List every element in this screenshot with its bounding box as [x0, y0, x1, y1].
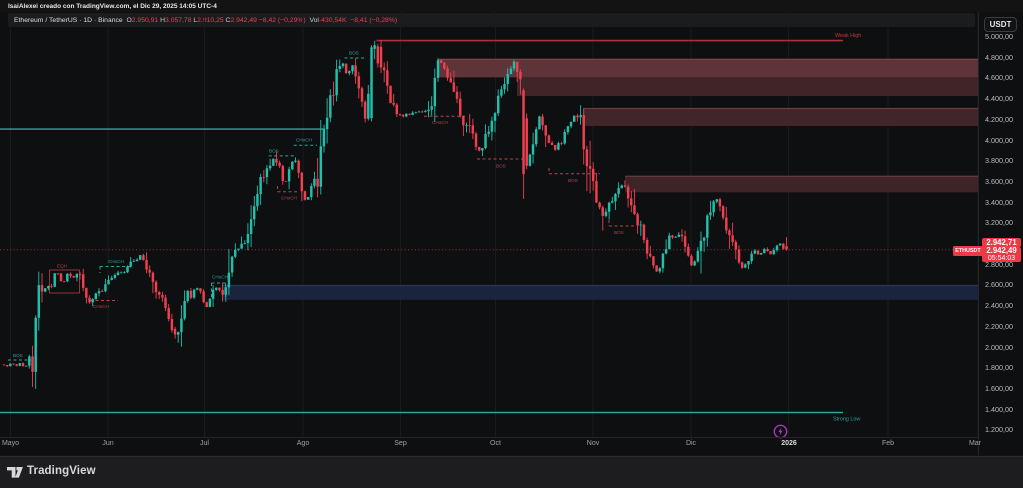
svg-text:CHoCH: CHoCH — [432, 120, 448, 125]
svg-text:BOS: BOS — [614, 230, 624, 235]
svg-text:CHoCH: CHoCH — [212, 275, 228, 280]
svg-text:CHoCH: CHoCH — [281, 196, 297, 201]
svg-text:BOS: BOS — [349, 51, 359, 56]
svg-text:BOS: BOS — [496, 164, 506, 169]
svg-text:EQH: EQH — [57, 264, 67, 269]
svg-text:BOS: BOS — [269, 149, 279, 154]
svg-text:BOS: BOS — [13, 353, 23, 358]
svg-text:Weak High: Weak High — [835, 33, 861, 39]
svg-text:Strong Low: Strong Low — [833, 417, 860, 423]
svg-text:CHoCH: CHoCH — [296, 138, 312, 143]
svg-text:CHoCH: CHoCH — [93, 304, 109, 309]
svg-text:CHoCH: CHoCH — [108, 259, 124, 264]
svg-text:BOS: BOS — [568, 178, 578, 183]
